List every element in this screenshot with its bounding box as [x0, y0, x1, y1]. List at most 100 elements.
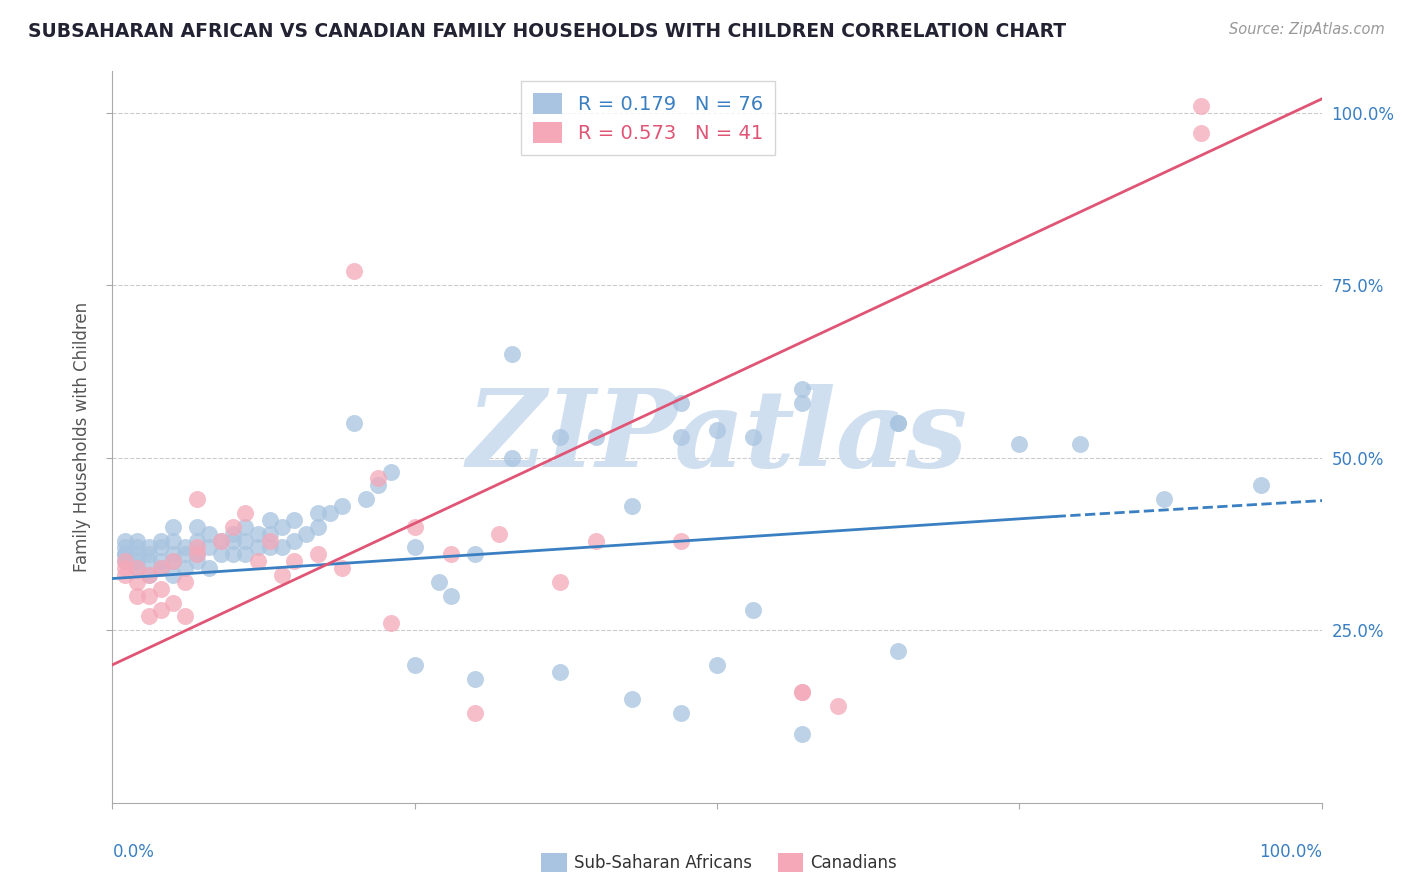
Point — [283, 533, 305, 548]
Point — [174, 541, 197, 555]
Point — [307, 506, 329, 520]
Point — [138, 548, 160, 562]
Point — [114, 548, 136, 562]
Point — [149, 602, 172, 616]
Point — [138, 609, 160, 624]
Point — [138, 568, 160, 582]
Point — [887, 417, 910, 431]
Point — [114, 568, 136, 582]
Point — [330, 561, 353, 575]
Point — [114, 541, 136, 555]
Point — [440, 589, 463, 603]
Point — [138, 589, 160, 603]
Point — [162, 568, 184, 582]
Point — [827, 699, 849, 714]
Point — [235, 533, 257, 548]
Point — [501, 347, 523, 361]
Point — [669, 533, 692, 548]
Point — [222, 548, 245, 562]
Y-axis label: Family Households with Children: Family Households with Children — [73, 302, 91, 572]
Point — [198, 526, 221, 541]
Point — [585, 430, 607, 444]
Point — [125, 548, 148, 562]
Point — [585, 533, 607, 548]
Point — [548, 574, 571, 589]
Point — [174, 561, 197, 575]
Point — [790, 685, 813, 699]
Point — [669, 430, 692, 444]
Point — [114, 548, 136, 562]
Point — [125, 533, 148, 548]
Point — [186, 520, 208, 534]
Point — [356, 492, 378, 507]
Point — [125, 541, 148, 555]
Point — [887, 644, 910, 658]
Point — [343, 264, 366, 278]
Point — [125, 554, 148, 568]
Point — [149, 561, 172, 575]
Point — [198, 561, 221, 575]
Point — [621, 499, 644, 513]
Point — [259, 526, 281, 541]
Point — [887, 417, 910, 431]
Point — [367, 478, 389, 492]
Point — [186, 492, 208, 507]
Legend: R = 0.179   N = 76, R = 0.573   N = 41: R = 0.179 N = 76, R = 0.573 N = 41 — [522, 81, 775, 154]
Point — [790, 685, 813, 699]
Point — [125, 561, 148, 575]
Point — [114, 554, 136, 568]
Point — [1189, 99, 1212, 113]
Point — [330, 499, 353, 513]
Point — [186, 548, 208, 562]
Point — [174, 609, 197, 624]
Point — [319, 506, 342, 520]
Point — [186, 533, 208, 548]
Point — [246, 541, 269, 555]
Text: Canadians: Canadians — [810, 854, 897, 871]
Point — [742, 602, 765, 616]
Point — [162, 596, 184, 610]
Point — [174, 574, 197, 589]
Point — [343, 417, 366, 431]
Point — [270, 541, 292, 555]
Point — [222, 526, 245, 541]
Text: 100.0%: 100.0% — [1258, 843, 1322, 861]
Point — [114, 533, 136, 548]
Point — [464, 706, 486, 720]
Point — [307, 548, 329, 562]
Point — [125, 574, 148, 589]
Text: SUBSAHARAN AFRICAN VS CANADIAN FAMILY HOUSEHOLDS WITH CHILDREN CORRELATION CHART: SUBSAHARAN AFRICAN VS CANADIAN FAMILY HO… — [28, 22, 1066, 41]
Point — [235, 548, 257, 562]
Point — [1250, 478, 1272, 492]
Point — [404, 541, 426, 555]
Point — [488, 526, 510, 541]
Point — [669, 395, 692, 409]
Point — [246, 526, 269, 541]
Point — [209, 548, 232, 562]
Point — [149, 554, 172, 568]
Point — [174, 548, 197, 562]
Point — [186, 554, 208, 568]
Point — [138, 554, 160, 568]
Point — [548, 665, 571, 679]
Point — [149, 541, 172, 555]
Point — [162, 548, 184, 562]
Point — [198, 541, 221, 555]
Point — [162, 520, 184, 534]
Text: 0.0%: 0.0% — [112, 843, 155, 861]
Point — [149, 533, 172, 548]
Point — [1153, 492, 1175, 507]
Point — [138, 568, 160, 582]
Point — [162, 533, 184, 548]
Point — [259, 533, 281, 548]
Point — [427, 574, 450, 589]
Point — [186, 541, 208, 555]
Point — [404, 657, 426, 672]
Point — [1069, 437, 1091, 451]
Point — [138, 541, 160, 555]
Point — [501, 450, 523, 465]
Text: Source: ZipAtlas.com: Source: ZipAtlas.com — [1229, 22, 1385, 37]
Point — [209, 533, 232, 548]
Point — [246, 554, 269, 568]
Point — [790, 727, 813, 741]
